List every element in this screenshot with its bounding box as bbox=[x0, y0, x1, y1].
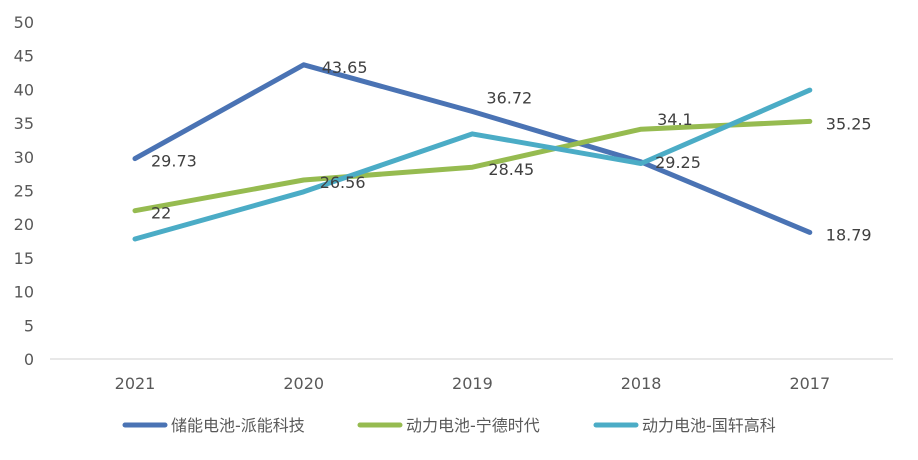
y-tick-label: 20 bbox=[14, 215, 34, 234]
x-axis: 2021 2020 2019 2018 2017 bbox=[50, 358, 893, 393]
x-tick-label: 2021 bbox=[115, 374, 156, 393]
y-tick-label: 35 bbox=[14, 114, 34, 133]
series-line-2 bbox=[132, 118, 813, 214]
legend-label: 动力电池-国轩高科 bbox=[642, 416, 776, 435]
y-tick-label: 30 bbox=[14, 148, 34, 167]
data-label: 36.72 bbox=[486, 89, 532, 108]
data-label: 35.25 bbox=[826, 114, 872, 133]
y-tick-label: 0 bbox=[24, 350, 34, 369]
y-tick-label: 40 bbox=[14, 80, 34, 99]
data-labels: 29.73 43.65 36.72 29.25 18.79 22 26.56 28.45 34.… bbox=[151, 58, 872, 245]
legend-label: 储能电池-派能科技 bbox=[171, 416, 305, 435]
x-tick-label: 2020 bbox=[283, 374, 324, 393]
x-tick-label: 2019 bbox=[452, 374, 493, 393]
data-label: 18.79 bbox=[826, 225, 872, 244]
data-label: 29.73 bbox=[151, 152, 197, 171]
data-label: 26.56 bbox=[320, 173, 366, 192]
legend: 储能电池-派能科技 动力电池-宁德时代 动力电池-国轩高科 bbox=[122, 416, 776, 435]
data-label: 28.45 bbox=[488, 160, 534, 179]
data-label: 43.65 bbox=[322, 58, 368, 77]
y-tick-label: 10 bbox=[14, 283, 34, 302]
data-label: 22 bbox=[151, 204, 171, 223]
y-tick-label: 45 bbox=[14, 47, 34, 66]
y-tick-label: 15 bbox=[14, 249, 34, 268]
series-line-3 bbox=[132, 87, 813, 242]
series-lines bbox=[132, 62, 813, 242]
legend-label: 动力电池-宁德时代 bbox=[406, 416, 540, 435]
series-line-1 bbox=[132, 62, 813, 235]
data-label: 29.25 bbox=[655, 153, 701, 172]
y-axis: 0 5 10 15 20 25 30 35 40 45 50 bbox=[14, 13, 34, 369]
y-tick-label: 25 bbox=[14, 182, 34, 201]
x-tick-label: 2017 bbox=[789, 374, 830, 393]
data-label: 34.1 bbox=[657, 110, 693, 129]
y-tick-label: 5 bbox=[24, 316, 34, 335]
x-tick-label: 2018 bbox=[621, 374, 662, 393]
y-tick-label: 50 bbox=[14, 13, 34, 32]
